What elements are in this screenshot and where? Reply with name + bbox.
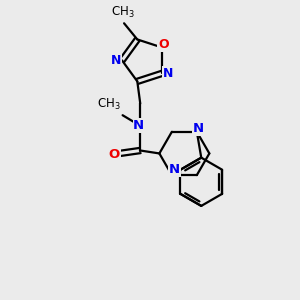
Text: O: O <box>158 38 169 51</box>
Text: N: N <box>163 67 173 80</box>
Text: CH$_3$: CH$_3$ <box>111 4 134 20</box>
Text: N: N <box>111 54 122 67</box>
Text: N: N <box>169 163 180 176</box>
Text: N: N <box>193 122 204 135</box>
Text: N: N <box>133 119 144 132</box>
Text: O: O <box>109 148 120 160</box>
Text: CH$_3$: CH$_3$ <box>98 97 121 112</box>
